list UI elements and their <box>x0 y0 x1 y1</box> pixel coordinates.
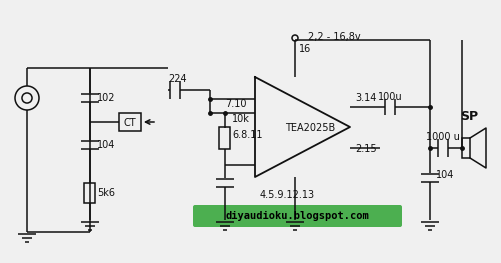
Text: 104: 104 <box>436 170 454 180</box>
Text: 1000 u: 1000 u <box>426 132 460 142</box>
Text: 2,2 - 16,8v: 2,2 - 16,8v <box>308 32 361 42</box>
Text: 3.14: 3.14 <box>355 93 376 103</box>
Text: 2.15: 2.15 <box>355 144 377 154</box>
Text: TEA2025B: TEA2025B <box>285 123 335 133</box>
Text: SP: SP <box>460 110 478 123</box>
Text: 10k: 10k <box>232 114 250 124</box>
Text: 16: 16 <box>299 44 311 54</box>
Text: 104: 104 <box>97 140 115 150</box>
Bar <box>219 127 230 149</box>
Bar <box>119 113 141 131</box>
Text: 5k6: 5k6 <box>97 188 115 198</box>
Text: 100u: 100u <box>378 92 403 102</box>
Text: 7.10: 7.10 <box>225 99 246 109</box>
Text: 102: 102 <box>97 93 116 103</box>
Bar <box>85 183 96 203</box>
FancyBboxPatch shape <box>193 205 402 227</box>
Text: 224: 224 <box>168 74 187 84</box>
Text: 4.5.9.12.13: 4.5.9.12.13 <box>260 190 315 200</box>
Text: diyaudioku.blogspot.com: diyaudioku.blogspot.com <box>225 211 369 221</box>
Text: 6.8.11: 6.8.11 <box>232 130 263 140</box>
Text: CT: CT <box>124 118 137 128</box>
Bar <box>462 138 470 158</box>
